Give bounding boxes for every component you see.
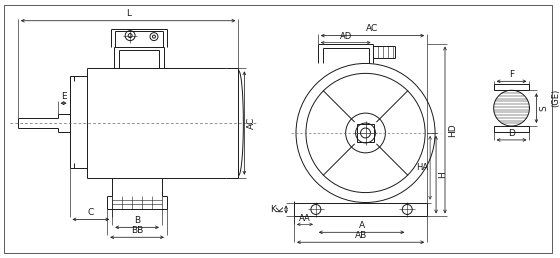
Text: L: L (125, 9, 130, 18)
Bar (494, 84, 529, 90)
Text: AB: AB (354, 231, 367, 240)
Text: AC: AC (248, 117, 256, 129)
Text: AA: AA (299, 214, 311, 223)
Text: F: F (509, 70, 514, 79)
Text: AD: AD (339, 31, 352, 41)
Bar (494, 126, 529, 132)
Text: HD: HD (448, 123, 457, 137)
Text: C: C (88, 208, 94, 217)
Text: AC: AC (366, 24, 379, 33)
Text: BB: BB (131, 226, 143, 235)
Text: K: K (270, 205, 276, 214)
Text: K: K (276, 206, 285, 212)
Bar (357, 124, 375, 142)
Text: (GE): (GE) (551, 89, 560, 107)
Text: HA: HA (416, 163, 428, 172)
Text: E: E (60, 92, 67, 101)
Text: S: S (539, 105, 548, 111)
Text: H: H (438, 171, 447, 178)
Text: B: B (134, 216, 140, 225)
Text: A: A (358, 221, 365, 230)
Text: D: D (508, 129, 515, 138)
